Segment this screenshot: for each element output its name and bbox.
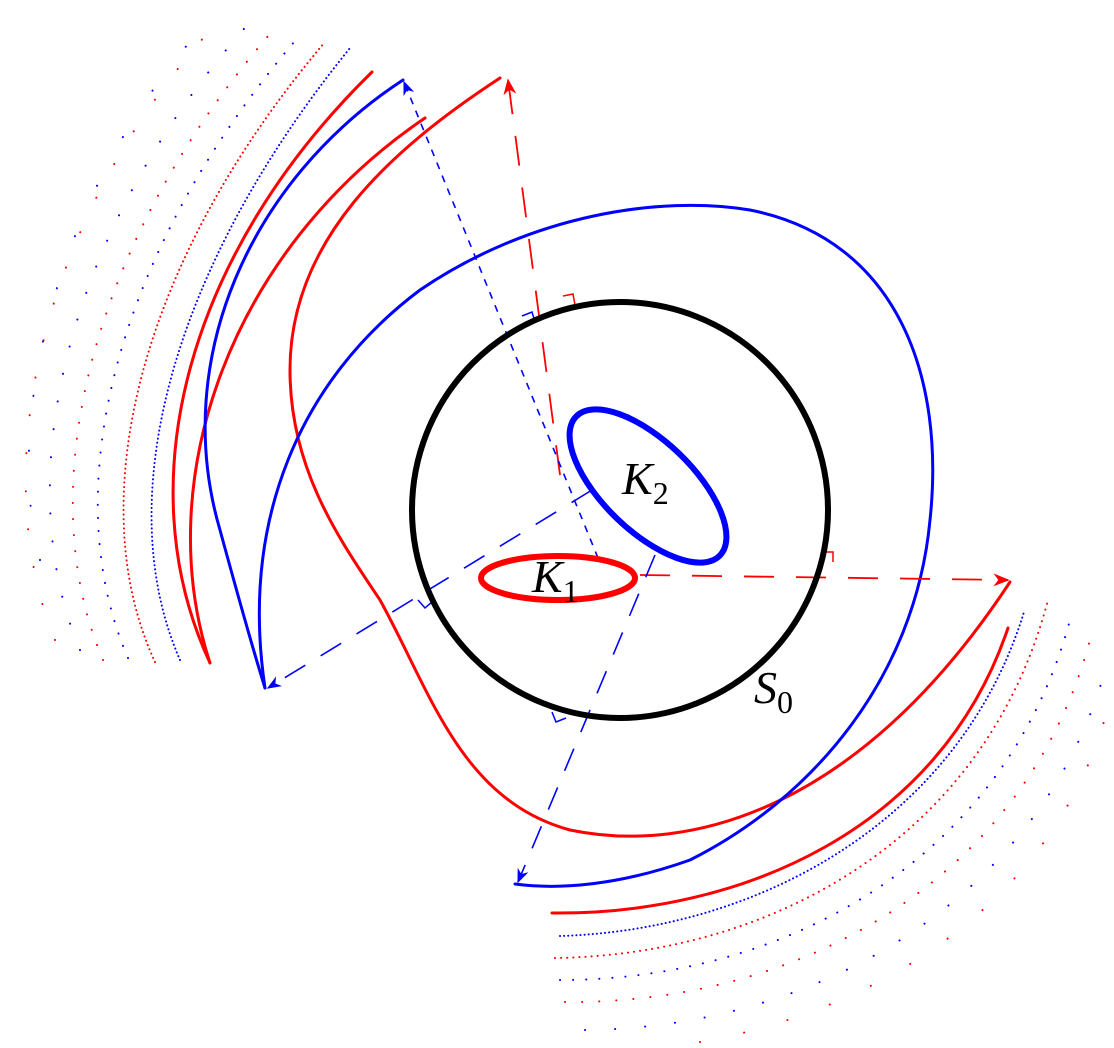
right-angle-marks xyxy=(417,293,834,723)
right-angle-blue-left xyxy=(417,599,433,610)
trail-ul-blue-mid xyxy=(96,34,301,659)
trail-lr-red-sparse xyxy=(699,699,1111,1043)
s0-label: S0 xyxy=(754,662,793,720)
right-angle-red-top xyxy=(562,293,576,306)
arc-ul-red-outer xyxy=(171,70,374,665)
blue-ray-down xyxy=(517,554,656,884)
k2-ellipse xyxy=(566,406,730,566)
k1-label: K1 xyxy=(531,551,579,609)
trails-upper-left xyxy=(24,13,351,663)
k2-label: K2 xyxy=(621,453,669,511)
trail-ul-red-dense xyxy=(122,41,326,663)
trail-ul-blue-sparse xyxy=(48,21,251,651)
trails-lower-right xyxy=(554,599,1111,1043)
trail-lr-blue-dense xyxy=(559,611,1025,937)
arc-ul-red-inner xyxy=(189,116,427,665)
blue-ray-up xyxy=(403,80,599,559)
blue-spiral xyxy=(203,78,405,690)
trail-lr-red-mid xyxy=(564,639,1091,1004)
red-spiral xyxy=(288,76,1012,838)
red-ray-right xyxy=(639,573,1010,587)
outer-arcs xyxy=(171,70,1010,915)
spiral-curves xyxy=(203,76,1012,888)
trail-lr-blue-mid xyxy=(559,619,1071,981)
red-ray-up xyxy=(503,78,561,476)
k1-ellipse xyxy=(478,553,638,603)
trail-ul-red-mid xyxy=(71,27,276,661)
s0-circle xyxy=(409,299,831,721)
arc-lr-red xyxy=(550,626,1010,915)
blue-spiral-outer xyxy=(257,203,935,888)
right-angle-blue-bottom xyxy=(551,711,567,723)
trail-lr-red-dense xyxy=(554,599,1049,959)
